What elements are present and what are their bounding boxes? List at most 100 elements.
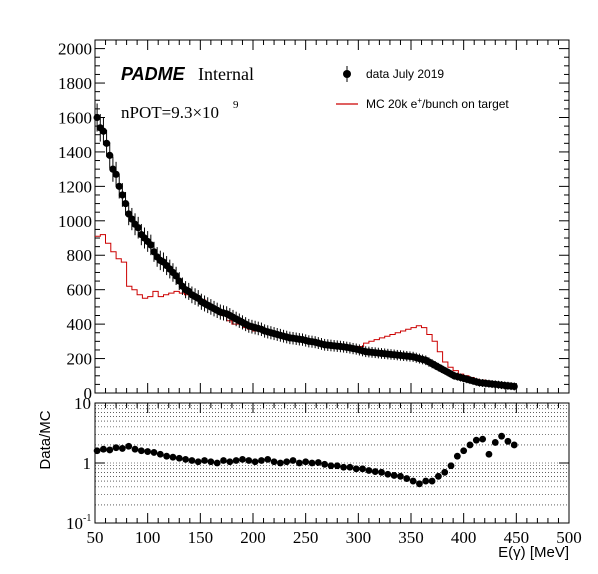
legend: data July 2019 MC 20k e+/bunch on target	[336, 66, 509, 111]
data-point	[102, 139, 111, 147]
ratio-point	[340, 463, 347, 471]
data-point	[109, 165, 117, 173]
ratio-point	[245, 457, 253, 464]
ratio-point	[295, 459, 303, 467]
ratio-point	[137, 447, 145, 455]
ratio-point	[302, 458, 310, 466]
x-tick-label: 150	[188, 528, 214, 547]
ratio-point	[390, 472, 398, 479]
x-axis-title: E(γ) [MeV]	[498, 544, 569, 561]
ratio-point	[346, 463, 354, 471]
ratio-point	[416, 480, 423, 488]
ratio-point	[100, 445, 107, 453]
data-point	[93, 113, 101, 122]
data-point	[99, 127, 108, 135]
ratio-point	[112, 444, 120, 452]
experiment-label: PADME	[121, 64, 186, 84]
x-tick-label: 500	[556, 528, 582, 547]
main-y-tick-label: 200	[67, 350, 93, 369]
ratio-point	[333, 462, 341, 470]
ratio-point	[453, 452, 461, 460]
ratio-point	[447, 462, 455, 470]
ratio-point	[93, 447, 101, 455]
ratio-point	[308, 459, 316, 467]
ratio-point	[472, 436, 480, 444]
ratio-point	[276, 459, 284, 467]
main-y-tick-label: 400	[67, 315, 93, 334]
x-tick-label: 450	[504, 528, 530, 547]
ratio-point	[144, 448, 152, 455]
data-point	[175, 277, 183, 285]
ratio-y-tick-label: 10	[74, 394, 91, 413]
x-tick-label: 400	[451, 528, 477, 547]
data-point	[115, 182, 123, 190]
ratio-point	[201, 457, 208, 464]
ratio-point	[504, 437, 512, 445]
npot-exponent: 9	[233, 99, 239, 111]
ratio-point	[156, 450, 164, 458]
ratio-point	[314, 459, 322, 466]
ratio-point	[409, 477, 417, 485]
ratio-point	[163, 452, 171, 460]
ratio-point	[371, 468, 379, 475]
data-point	[106, 151, 114, 159]
x-tick-label: 100	[135, 528, 161, 547]
main-y-tick-label: 1800	[58, 74, 92, 93]
x-tick-label: 350	[398, 528, 424, 547]
main-plot-frame	[94, 39, 570, 394]
ratio-point	[251, 458, 259, 466]
ratio-y-axis-title: Data/MC	[37, 410, 54, 469]
main-y-tick-label: 800	[67, 246, 93, 265]
ratio-point	[258, 457, 265, 464]
legend-data-label: data July 2019	[366, 67, 444, 81]
ratio-point	[239, 455, 246, 463]
ratio-point	[352, 465, 360, 473]
experiment-label-suffix: Internal	[198, 64, 254, 84]
ratio-point	[365, 467, 373, 474]
ratio-point	[232, 457, 240, 464]
ratio-point	[510, 441, 518, 449]
ratio-point	[226, 458, 234, 466]
data-point	[134, 224, 142, 232]
ratio-point	[131, 445, 139, 453]
main-y-tick-label: 1400	[58, 143, 92, 162]
ratio-point	[491, 439, 499, 446]
ratio-point	[460, 447, 468, 455]
x-tick-label: 300	[346, 528, 372, 547]
ratio-point	[378, 468, 385, 476]
ratio-point	[321, 460, 329, 468]
main-y-tick-label: 0	[84, 384, 93, 403]
ratio-point	[264, 455, 272, 463]
ratio-point	[182, 455, 189, 463]
main-y-tick-label: 1000	[58, 212, 92, 231]
ratio-point	[194, 458, 202, 466]
ratio-point	[359, 465, 366, 473]
ratio-point	[213, 459, 221, 467]
data-point	[112, 170, 120, 178]
ratio-point	[428, 477, 436, 485]
data-point	[125, 210, 133, 218]
ratio-point	[466, 441, 474, 449]
ratio-point	[403, 475, 411, 482]
ratio-point	[125, 442, 133, 450]
ratio-point	[207, 458, 215, 466]
ratio-y-tick-label: 1	[83, 454, 92, 473]
main-y-tick-label: 1200	[58, 177, 92, 196]
x-tick-label: 200	[240, 528, 266, 547]
ratio-point	[485, 450, 493, 458]
main-y-tick-label: 600	[67, 281, 93, 300]
ratio-point	[188, 457, 196, 464]
data-point	[172, 272, 180, 280]
ratio-point	[384, 470, 392, 478]
ratio-point	[422, 477, 430, 485]
ratio-point	[479, 435, 487, 443]
legend-mc-label-prefix: MC 20k e	[366, 97, 418, 111]
data-point	[510, 382, 518, 391]
ratio-point	[434, 472, 442, 480]
data-point	[147, 241, 155, 249]
x-tick-label: 50	[87, 528, 104, 547]
x-tick-label: 250	[293, 528, 319, 547]
ratio-point	[327, 462, 335, 470]
legend-mc-label-sup: +	[417, 96, 422, 105]
